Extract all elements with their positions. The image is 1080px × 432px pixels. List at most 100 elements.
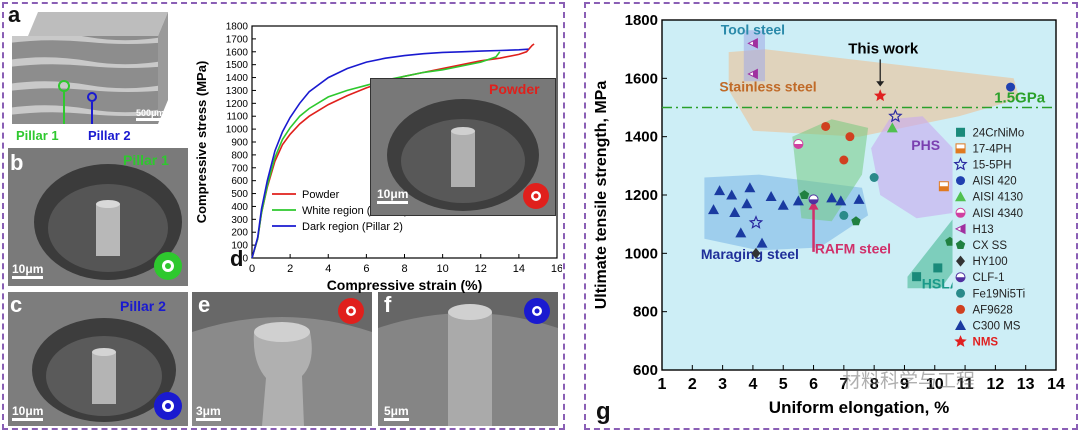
y-tick-label: 1500	[226, 60, 249, 71]
legend-entry: AISI 4130	[973, 192, 1024, 204]
x-tick-label: 12	[475, 263, 487, 275]
stainless-steel-region	[728, 49, 1020, 137]
x-tick-label: 2	[688, 376, 697, 393]
data-point-cx-ss	[851, 216, 861, 226]
red-target-icon-inset	[523, 183, 549, 209]
data-point-hy100	[751, 247, 761, 259]
panel-d-letter: d	[230, 246, 244, 271]
data-point-af9628	[839, 155, 849, 165]
x-tick-label: 0	[249, 263, 255, 275]
y-tick-label: 1600	[625, 70, 658, 87]
data-point-c300-ms	[853, 193, 865, 204]
x-tick-label: 14	[513, 263, 525, 275]
reference-line-label: 1.5GPa	[994, 90, 1046, 107]
legend-marker	[956, 288, 966, 298]
panel-d-inset-micrograph: Powder 10μm	[370, 78, 556, 216]
x-tick-label: 16	[551, 263, 562, 275]
y-tick-label: 1700	[226, 34, 249, 45]
legend-entry: C300 MS	[973, 320, 1021, 332]
series-line-2	[251, 51, 501, 259]
region-label: PHS	[911, 137, 940, 153]
this-work-label: This work	[848, 41, 919, 58]
panel-c-title: Pillar 2	[120, 298, 166, 314]
left-figure-frame	[2, 2, 565, 430]
x-axis-label: Uniform elongation, %	[769, 398, 949, 417]
data-point-17-4ph	[938, 181, 949, 192]
legend-marker	[955, 143, 966, 154]
panel-f-micrograph: f 5μm	[378, 292, 558, 426]
data-point-clf-1	[808, 194, 819, 205]
data-point-af9628	[845, 132, 855, 142]
y-tick-label: 600	[231, 176, 248, 187]
y-tick-label: 1000	[625, 245, 658, 262]
legend-box	[952, 122, 1054, 354]
data-point-af9628	[821, 121, 831, 131]
x-tick-label: 6	[363, 263, 369, 275]
legend-entry: Powder	[302, 189, 340, 201]
data-point-fe19ni5ti	[839, 210, 849, 220]
panel-a-pointers	[58, 80, 97, 124]
blue-target-icon-f	[524, 298, 550, 324]
legend-entry: 17-4PH	[973, 143, 1012, 155]
region-label: Tool steel	[721, 22, 785, 38]
panel-c-micrograph: c Pillar 2 10μm	[8, 292, 188, 426]
y-tick-label: 600	[633, 362, 658, 379]
x-tick-label: 5	[779, 376, 788, 393]
panel-b-letter: b	[10, 150, 24, 175]
legend-entry: AISI 420	[973, 176, 1017, 188]
y-tick-label: 700	[231, 163, 248, 174]
region-label: RAFM steel	[815, 240, 891, 256]
y-tick-label: 1400	[226, 73, 249, 84]
panel-e-letter: e	[198, 292, 211, 317]
data-point-24crnimo	[933, 263, 943, 273]
legend-marker	[956, 176, 966, 186]
x-tick-label: 4	[748, 376, 757, 393]
panel-b-title: Pillar 1	[123, 152, 169, 168]
data-point-c300-ms	[726, 189, 738, 200]
data-point-c300-ms	[826, 192, 838, 203]
panel-f-scale-bar: 5μm	[384, 404, 409, 421]
green-target-icon	[154, 252, 182, 280]
y-tick-label: 800	[231, 150, 248, 161]
data-point-24crnimo	[912, 272, 922, 282]
panel-e-scale-bar: 3μm	[196, 404, 221, 421]
phs-region	[871, 116, 956, 219]
legend-entry: AF9628	[973, 304, 1013, 316]
y-tick-label: 0	[242, 254, 248, 265]
panel-a-letter: a	[8, 2, 21, 27]
data-point-cx-ss	[799, 190, 810, 199]
panel-f-letter: f	[384, 292, 392, 317]
x-tick-label: 8	[401, 263, 407, 275]
data-point-c300-ms	[744, 182, 756, 193]
y-tick-label: 1200	[625, 187, 658, 204]
legend-entry: CX SS	[973, 240, 1008, 252]
x-tick-label: 14	[1047, 376, 1065, 393]
data-point-15-5ph	[748, 215, 764, 229]
region-label: Maraging steel	[701, 246, 799, 262]
x-axis-label: Compressive strain (%)	[327, 277, 483, 293]
y-tick-label: 1800	[625, 12, 658, 29]
legend-entry: H13	[973, 224, 994, 236]
data-point-c300-ms	[735, 227, 747, 238]
y-tick-label: 1300	[226, 86, 249, 97]
data-point-aisi-420	[1006, 82, 1016, 92]
inset-scale-bar: 10μm	[377, 187, 409, 204]
panel-a-scale-bar: 500μm	[136, 108, 165, 121]
legend-entry: 24CrNiMo	[973, 127, 1025, 139]
legend-entry: NMS	[973, 337, 999, 349]
panel-a-block-image	[12, 12, 168, 124]
y-axis-label: Ultimate tensile strength, MPa	[593, 81, 610, 310]
data-point-c300-ms	[777, 199, 789, 210]
data-point-cx-ss	[945, 236, 955, 246]
data-point-c300-ms	[765, 190, 777, 201]
legend-entry: CLF-1	[973, 272, 1005, 284]
this-work-arrowhead	[876, 81, 885, 87]
x-tick-label: 12	[986, 376, 1004, 393]
data-point-c300-ms	[835, 195, 847, 206]
legend-entry: HY100	[973, 256, 1008, 268]
x-tick-label: 10	[437, 263, 449, 275]
y-tick-label: 200	[231, 228, 248, 239]
legend-marker	[953, 156, 968, 171]
legend-marker	[955, 240, 966, 249]
x-tick-label: 2	[287, 263, 293, 275]
